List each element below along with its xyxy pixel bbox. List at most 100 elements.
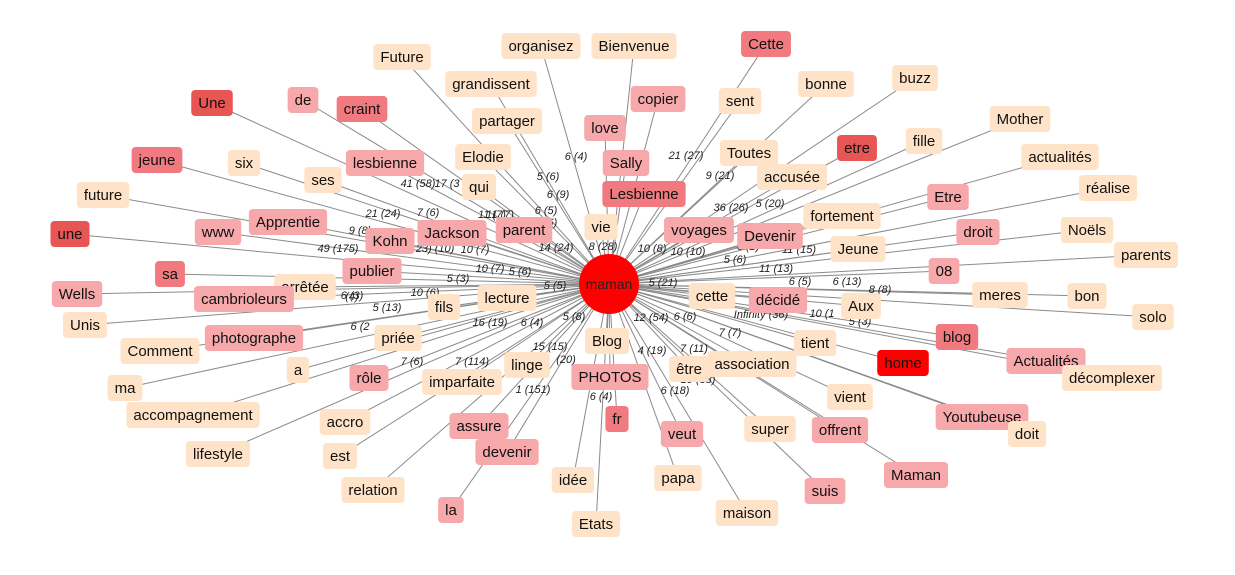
node-lesbienne[interactable]: Lesbienne xyxy=(602,181,686,207)
node-fortement[interactable]: fortement xyxy=(803,203,881,229)
node-box[interactable] xyxy=(1067,283,1107,309)
node-future[interactable]: Future xyxy=(373,44,431,70)
node-sent[interactable]: sent xyxy=(718,88,762,114)
node-assure[interactable]: assure xyxy=(449,413,509,439)
node-box[interactable] xyxy=(688,283,736,309)
node-box[interactable] xyxy=(191,90,233,116)
node-wells[interactable]: Wells xyxy=(51,281,103,307)
node-www[interactable]: www xyxy=(194,219,242,245)
node-box[interactable] xyxy=(501,33,581,59)
node-box[interactable] xyxy=(322,443,358,469)
node-unis[interactable]: Unis xyxy=(62,312,108,338)
center-node[interactable]: maman xyxy=(579,254,639,314)
node-veut[interactable]: veut xyxy=(660,421,704,447)
node-box[interactable] xyxy=(830,236,886,262)
node-kohn[interactable]: Kohn xyxy=(365,228,415,254)
node-box[interactable] xyxy=(584,328,630,354)
node-ses[interactable]: ses xyxy=(304,167,342,193)
node-08[interactable]: 08 xyxy=(928,258,960,284)
node-solo[interactable]: solo xyxy=(1132,304,1174,330)
node-box[interactable] xyxy=(935,324,979,350)
node-box[interactable] xyxy=(793,330,837,356)
node-box[interactable] xyxy=(737,223,803,249)
node-box[interactable] xyxy=(883,462,949,488)
node-maman[interactable]: Maman xyxy=(883,462,949,488)
node-une[interactable]: Une xyxy=(191,90,233,116)
node-box[interactable] xyxy=(718,88,762,114)
node-imparfaite[interactable]: imparfaite xyxy=(422,369,502,395)
node-jeune[interactable]: Jeune xyxy=(830,236,886,262)
node-toutes[interactable]: Toutes xyxy=(719,140,779,166)
node-offrent[interactable]: offrent xyxy=(811,417,869,443)
node-mother[interactable]: Mother xyxy=(989,106,1051,132)
node-a[interactable]: a xyxy=(286,357,310,383)
node-box[interactable] xyxy=(287,87,319,113)
node-box[interactable] xyxy=(374,325,422,351)
node-grandissent[interactable]: grandissent xyxy=(445,71,537,97)
node-box[interactable] xyxy=(1021,144,1099,170)
node-box[interactable] xyxy=(445,71,537,97)
node-linge[interactable]: linge xyxy=(504,352,550,378)
node-etats[interactable]: Etats xyxy=(571,511,621,537)
node-box[interactable] xyxy=(748,287,808,313)
node-box[interactable] xyxy=(935,404,1029,430)
node-box[interactable] xyxy=(664,217,734,243)
node-decomplexer[interactable]: décomplexer xyxy=(1062,365,1162,391)
node-box[interactable] xyxy=(349,365,389,391)
node-la[interactable]: la xyxy=(438,497,464,523)
center-node-circle[interactable] xyxy=(579,254,639,314)
node-box[interactable] xyxy=(427,294,461,320)
node-ma[interactable]: ma xyxy=(107,375,143,401)
node-box[interactable] xyxy=(571,364,649,390)
node-comment[interactable]: Comment xyxy=(120,338,200,364)
node-box[interactable] xyxy=(336,96,388,122)
node-box[interactable] xyxy=(345,150,425,176)
node-accusee[interactable]: accusée xyxy=(757,164,827,190)
node-box[interactable] xyxy=(602,150,650,176)
node-box[interactable] xyxy=(341,477,405,503)
node-box[interactable] xyxy=(286,357,310,383)
node-box[interactable] xyxy=(744,416,796,442)
node-box[interactable] xyxy=(76,182,130,208)
node-box[interactable] xyxy=(472,108,542,134)
node-love[interactable]: love xyxy=(584,115,626,141)
node-box[interactable] xyxy=(204,325,304,351)
node-box[interactable] xyxy=(422,369,502,395)
node-lifestyle[interactable]: lifestyle xyxy=(185,441,251,467)
node-actualites[interactable]: actualités xyxy=(1021,144,1099,170)
node-box[interactable] xyxy=(719,140,779,166)
node-qui[interactable]: qui xyxy=(461,174,497,200)
node-tient[interactable]: tient xyxy=(793,330,837,356)
node-box[interactable] xyxy=(707,351,797,377)
node-box[interactable] xyxy=(227,150,261,176)
node-sally[interactable]: Sally xyxy=(602,150,650,176)
node-box[interactable] xyxy=(1113,242,1179,268)
node-parents[interactable]: parents xyxy=(1113,242,1179,268)
node-box[interactable] xyxy=(1078,175,1138,201)
node-box[interactable] xyxy=(798,71,854,97)
node-box[interactable] xyxy=(669,356,709,382)
node-box[interactable] xyxy=(194,219,242,245)
node-box[interactable] xyxy=(365,228,415,254)
node-box[interactable] xyxy=(630,86,686,112)
node-box[interactable] xyxy=(877,350,929,376)
node-home[interactable]: home xyxy=(877,350,929,376)
node-accro[interactable]: accro xyxy=(319,409,371,435)
node-realise[interactable]: réalise xyxy=(1078,175,1138,201)
node-box[interactable] xyxy=(185,441,251,467)
node-association[interactable]: association xyxy=(707,351,797,377)
node-box[interactable] xyxy=(50,221,90,247)
node-jeune[interactable]: jeune xyxy=(131,147,183,173)
node-box[interactable] xyxy=(715,500,779,526)
node-cambrioleurs[interactable]: cambrioleurs xyxy=(194,286,294,312)
node-une[interactable]: une xyxy=(50,221,90,247)
node-blog[interactable]: Blog xyxy=(584,328,630,354)
node-box[interactable] xyxy=(827,384,873,410)
node-box[interactable] xyxy=(892,65,938,91)
node-photographe[interactable]: photographe xyxy=(204,325,304,351)
node-bon[interactable]: bon xyxy=(1067,283,1107,309)
node-box[interactable] xyxy=(602,181,686,207)
node-devenir[interactable]: Devenir xyxy=(737,223,803,249)
node-box[interactable] xyxy=(126,402,260,428)
node-box[interactable] xyxy=(51,281,103,307)
